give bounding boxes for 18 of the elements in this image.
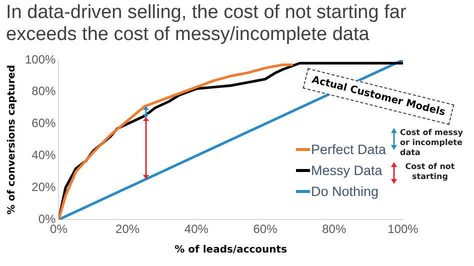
x-tick-label: 100%: [388, 222, 419, 236]
y-tick-label: 80%: [32, 84, 56, 98]
legend-label: Messy Data: [311, 163, 382, 178]
x-tick-label: 80%: [322, 222, 346, 236]
x-tick-label: 40%: [184, 222, 209, 236]
text: Cost of not starting: [404, 162, 456, 182]
chart-title: In data-driven selling, the cost of not starting far exceeds the cost of messy/incomplete data: [6, 2, 408, 46]
legend-label: Perfect Data: [311, 142, 386, 157]
x-axis-title: % of leads/accounts: [174, 244, 288, 256]
y-tick-label: 100%: [24, 52, 56, 66]
x-tick-label: 20%: [116, 222, 140, 236]
y-tick-label: 40%: [32, 148, 56, 162]
x-tick-label: 60%: [253, 222, 278, 236]
y-tick-label: 60%: [32, 116, 56, 130]
y-tick-label: 20%: [32, 180, 56, 194]
y-axis-title: % of conversions captured: [6, 64, 18, 215]
annotation: Cost of messy or incomplete data: [400, 128, 464, 158]
legend-label: Do Nothing: [311, 184, 379, 199]
